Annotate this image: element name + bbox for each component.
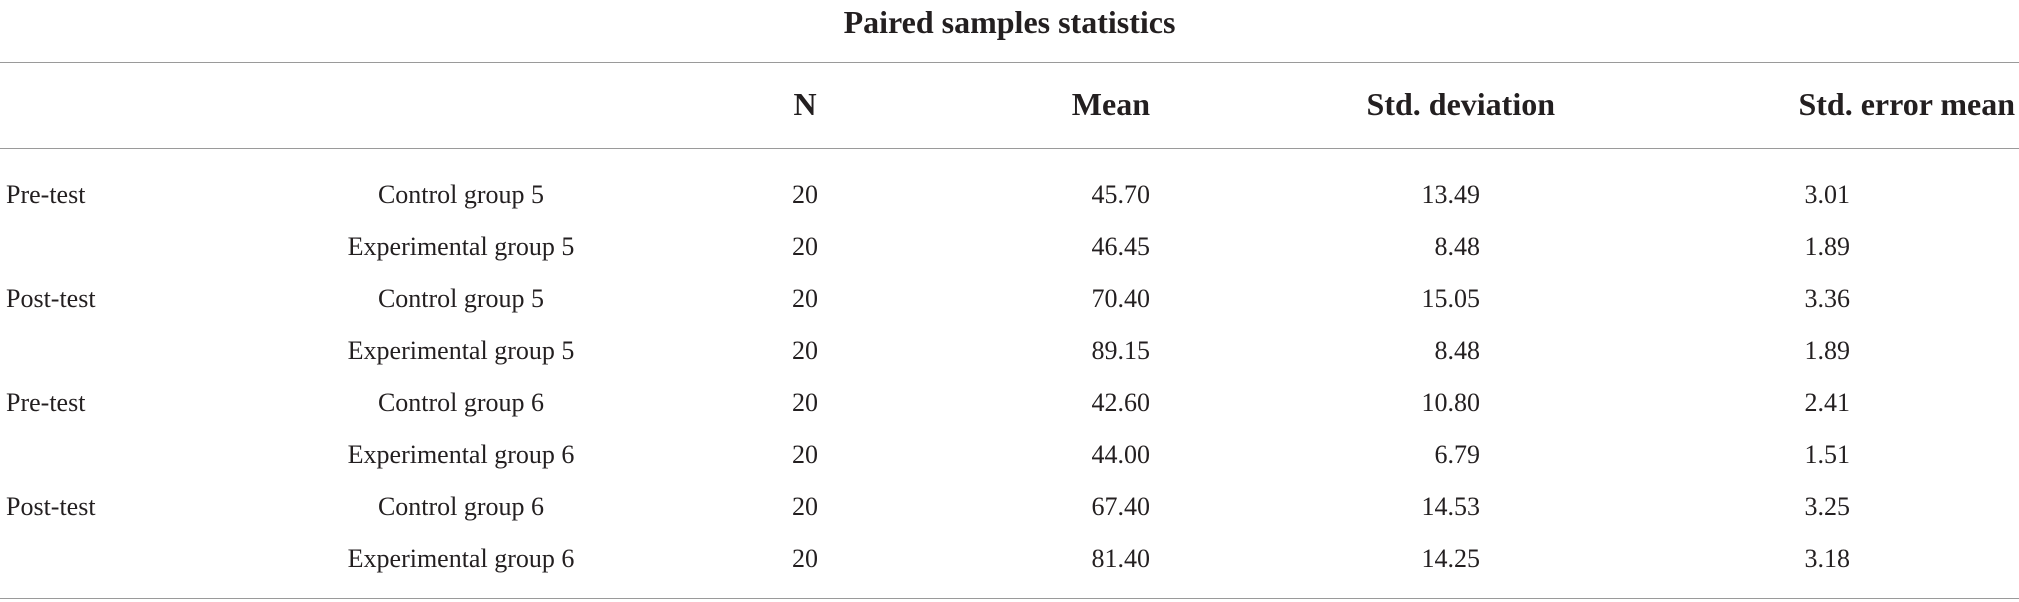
row-group: Experimental group 6 bbox=[347, 440, 575, 469]
row-n: 20 bbox=[792, 284, 818, 313]
row-std-error-mean: 1.89 bbox=[1804, 336, 1851, 365]
row-std-deviation: 15.05 bbox=[1421, 284, 1481, 313]
row-phase: Post-test bbox=[6, 284, 96, 313]
row-n: 20 bbox=[792, 180, 818, 209]
row-mean: 45.70 bbox=[1091, 180, 1151, 209]
row-n: 20 bbox=[792, 440, 818, 469]
row-std-deviation: 14.53 bbox=[1421, 492, 1481, 521]
header-rule bbox=[0, 148, 2019, 149]
row-mean: 67.40 bbox=[1091, 492, 1151, 521]
row-std-error-mean: 3.36 bbox=[1804, 284, 1851, 313]
row-group: Control group 6 bbox=[377, 388, 545, 417]
row-group: Experimental group 6 bbox=[347, 544, 575, 573]
row-std-error-mean: 1.89 bbox=[1804, 232, 1851, 261]
row-std-deviation: 8.48 bbox=[1434, 232, 1481, 261]
row-mean: 70.40 bbox=[1091, 284, 1151, 313]
row-n: 20 bbox=[792, 232, 818, 261]
header-n: N bbox=[793, 86, 817, 122]
top-rule bbox=[0, 62, 2019, 63]
row-n: 20 bbox=[792, 492, 818, 521]
row-std-deviation: 8.48 bbox=[1434, 336, 1481, 365]
row-phase: Pre-test bbox=[6, 180, 86, 209]
bottom-rule bbox=[0, 598, 2019, 599]
row-mean: 44.00 bbox=[1091, 440, 1151, 469]
row-std-deviation: 13.49 bbox=[1421, 180, 1481, 209]
row-group: Control group 5 bbox=[377, 180, 545, 209]
row-std-deviation: 14.25 bbox=[1421, 544, 1481, 573]
table-title: Paired samples statistics bbox=[843, 4, 1176, 40]
row-std-deviation: 10.80 bbox=[1421, 388, 1481, 417]
header-mean: Mean bbox=[1071, 86, 1150, 122]
row-phase: Post-test bbox=[6, 492, 96, 521]
row-n: 20 bbox=[792, 336, 818, 365]
row-group: Control group 5 bbox=[377, 284, 545, 313]
row-mean: 46.45 bbox=[1091, 232, 1151, 261]
row-std-error-mean: 3.18 bbox=[1804, 544, 1851, 573]
row-group: Experimental group 5 bbox=[347, 232, 575, 261]
row-n: 20 bbox=[792, 544, 818, 573]
row-group: Experimental group 5 bbox=[347, 336, 575, 365]
row-mean: 81.40 bbox=[1091, 544, 1151, 573]
row-n: 20 bbox=[792, 388, 818, 417]
row-phase: Pre-test bbox=[6, 388, 86, 417]
header-std-error-mean: Std. error mean bbox=[1798, 86, 2015, 122]
row-std-error-mean: 3.01 bbox=[1804, 180, 1851, 209]
row-mean: 42.60 bbox=[1091, 388, 1151, 417]
row-std-error-mean: 3.25 bbox=[1804, 492, 1851, 521]
row-std-deviation: 6.79 bbox=[1434, 440, 1481, 469]
row-std-error-mean: 2.41 bbox=[1804, 388, 1851, 417]
row-mean: 89.15 bbox=[1091, 336, 1151, 365]
row-std-error-mean: 1.51 bbox=[1804, 440, 1851, 469]
row-group: Control group 6 bbox=[377, 492, 545, 521]
header-std-deviation: Std. deviation bbox=[1366, 86, 1555, 122]
